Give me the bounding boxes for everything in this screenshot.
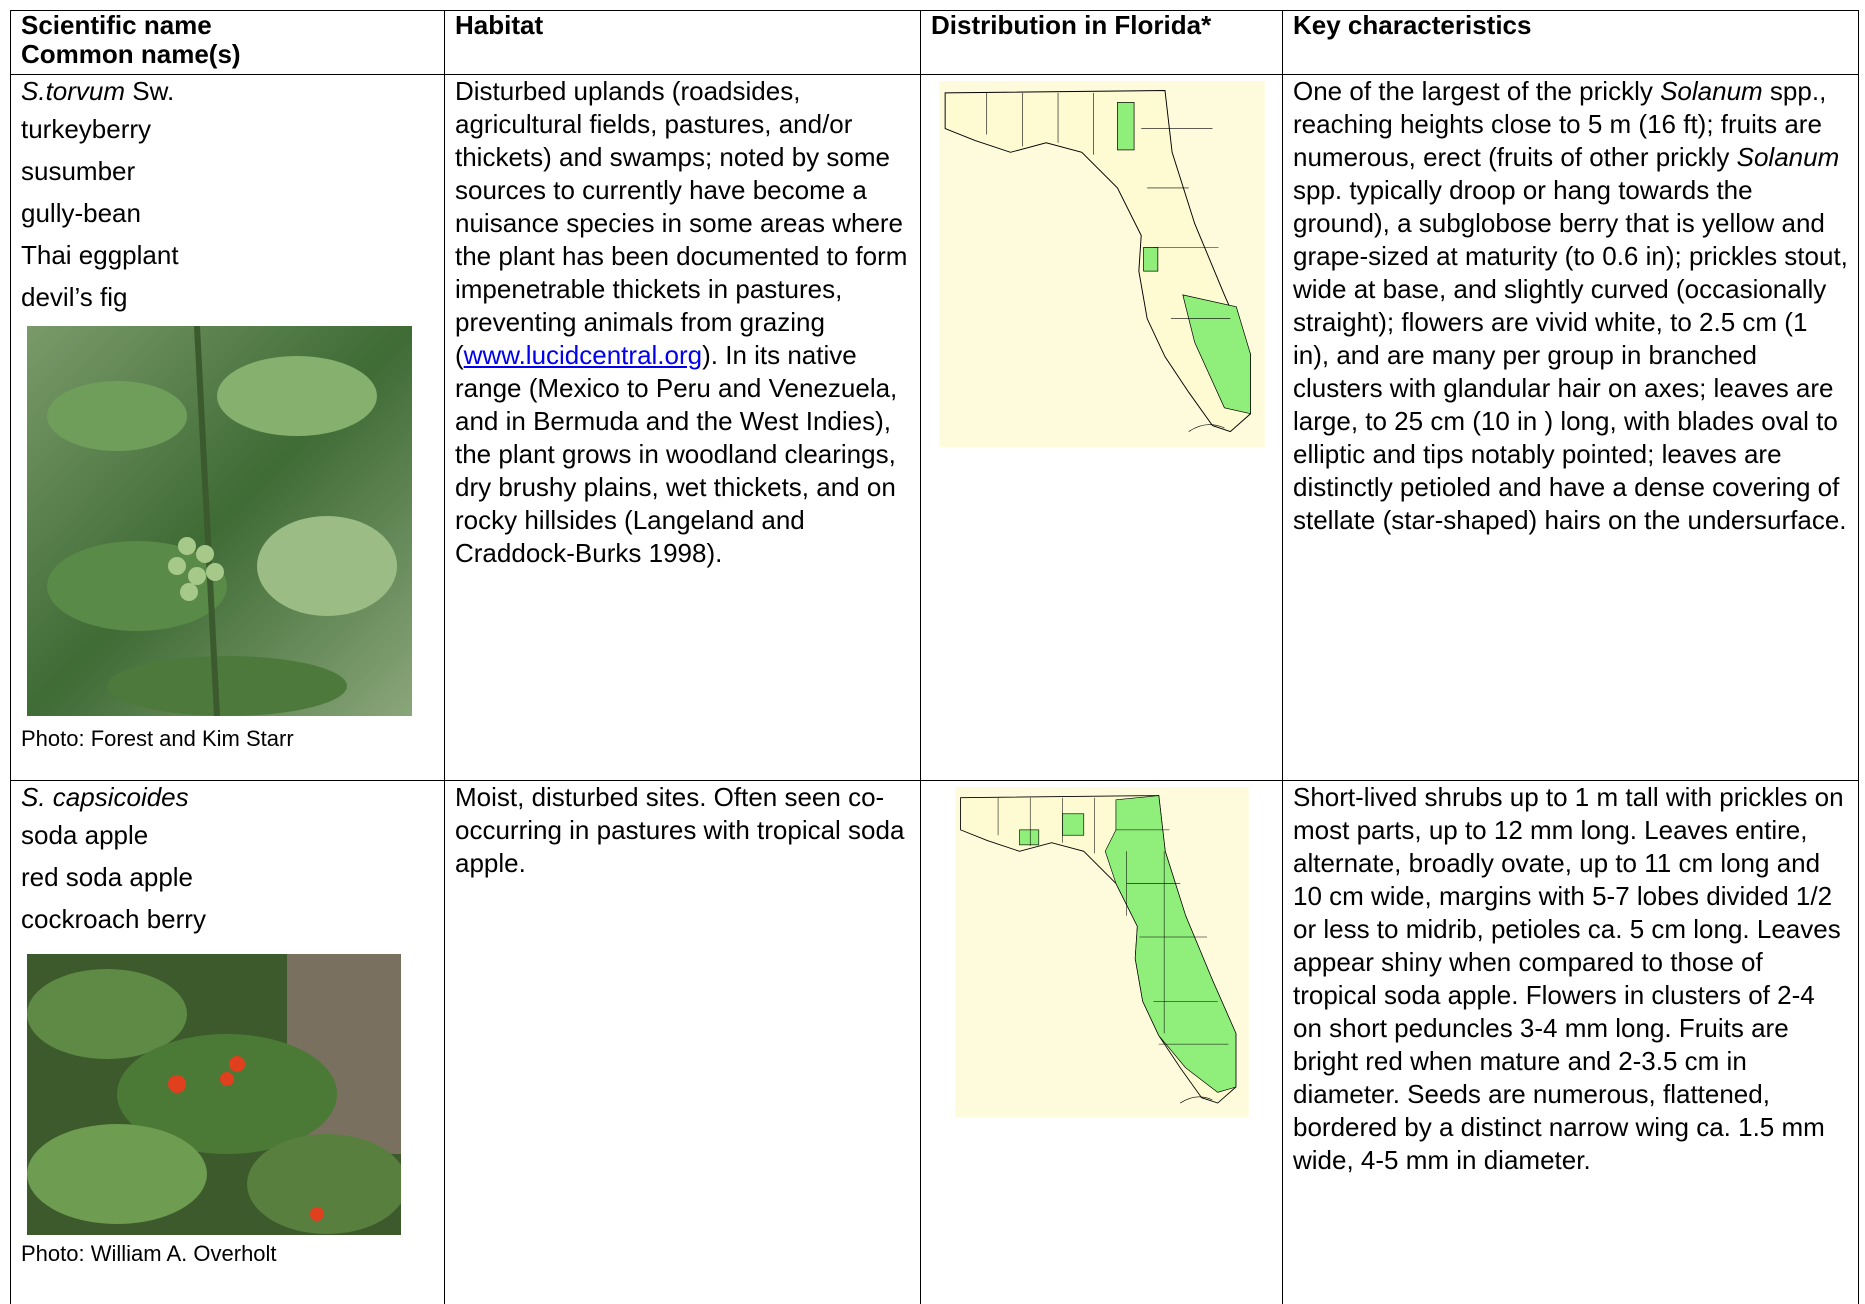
- header-text: Key characteristics: [1293, 10, 1532, 40]
- common-name: red soda apple: [21, 862, 194, 892]
- text: One of the largest of the prickly: [1293, 76, 1661, 106]
- characteristics-cell: Short-lived shrubs up to 1 m tall with p…: [1282, 780, 1859, 1304]
- plant-photo: [27, 954, 401, 1235]
- habitat-cell: Disturbed uplands (roadsides, agricultur…: [444, 74, 921, 781]
- genus: Solanum: [1660, 76, 1763, 106]
- header-row: Scientific name Common name(s) Habitat Di…: [10, 10, 1859, 75]
- map-cell: [920, 780, 1283, 1304]
- genus-species: S.torvum: [21, 76, 126, 106]
- genus-species: S. capsicoides: [21, 782, 189, 812]
- common-name: devil’s fig: [21, 282, 128, 312]
- link[interactable]: www.lucidcentral.org: [463, 340, 703, 370]
- habitat-cell: Moist, disturbed sites. Often seen co-oc…: [444, 780, 921, 1304]
- scientific-name: S.torvum Sw.: [21, 75, 434, 108]
- header-cell: Scientific name Common name(s): [10, 10, 445, 75]
- common-name: turkeyberry: [21, 114, 152, 144]
- common-name: cockroach berry: [21, 904, 206, 934]
- distribution-map: [955, 787, 1249, 1117]
- header-text: Habitat: [455, 10, 544, 40]
- species-table: Scientific name Common name(s) Habitat Di…: [10, 10, 1859, 1304]
- text: Short-lived shrubs up to 1 m tall with p…: [1293, 782, 1844, 1175]
- scientific-name: S. capsicoides: [21, 781, 434, 814]
- common-name: soda apple: [21, 820, 149, 850]
- name-cell: S. capsicoides soda apple red soda apple…: [10, 780, 445, 1304]
- common-name: gully-bean: [21, 198, 141, 228]
- plant-photo: [27, 326, 412, 716]
- species-row: S.torvum Sw. turkeyberry susumber gully-…: [10, 74, 1859, 781]
- genus: Solanum: [1736, 142, 1840, 172]
- characteristics-cell: One of the largest of the prickly Solanu…: [1282, 74, 1859, 781]
- author: Sw.: [125, 76, 175, 106]
- photo-credit: Photo: William A. Overholt: [21, 1241, 277, 1266]
- photo-credit: Photo: Forest and Kim Starr: [21, 726, 294, 751]
- habitat-text: ). In its native range (Mexico to Peru a…: [455, 340, 898, 568]
- habitat-text: Disturbed uplands (roadsides, agricultur…: [455, 76, 908, 370]
- text: spp. typically droop or hang towards the…: [1293, 175, 1848, 535]
- header-text: Common name(s): [21, 39, 241, 69]
- text: spp., reaching heights close to 5 m (16 …: [1293, 76, 1827, 172]
- distribution-map: [939, 81, 1265, 447]
- common-name: susumber: [21, 156, 136, 186]
- header-cell: Habitat: [444, 10, 921, 75]
- name-cell: S.torvum Sw. turkeyberry susumber gully-…: [10, 74, 445, 781]
- header-cell: Key characteristics: [1282, 10, 1859, 75]
- habitat-text: Moist, disturbed sites. Often seen co-oc…: [455, 782, 905, 878]
- header-cell: Distribution in Florida*: [920, 10, 1283, 75]
- header-text: Distribution in Florida*: [931, 10, 1212, 40]
- header-text: Scientific name: [21, 10, 212, 40]
- species-row: S. capsicoides soda apple red soda apple…: [10, 780, 1859, 1304]
- common-name: Thai eggplant: [21, 240, 179, 270]
- map-cell: [920, 74, 1283, 781]
